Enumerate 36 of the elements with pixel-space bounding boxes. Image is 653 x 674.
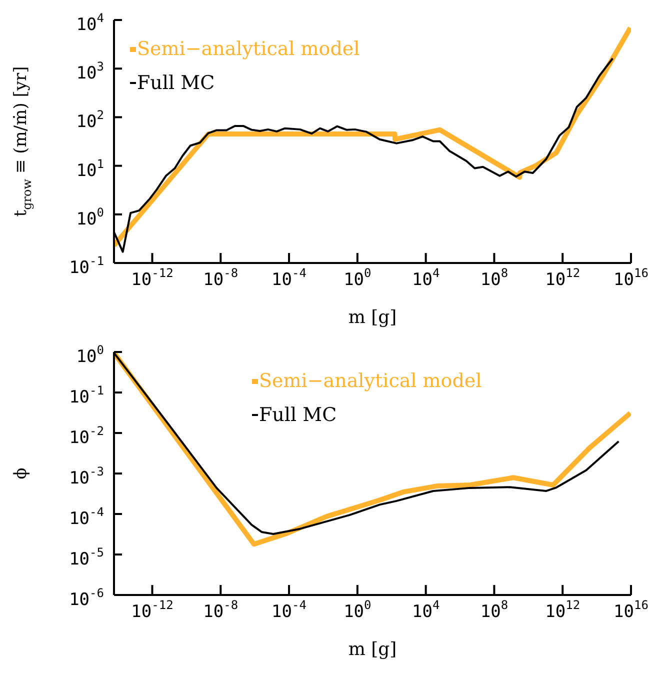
x-tick-label: 10$^{-8}$ <box>203 266 238 290</box>
y-tick-label: 10$^{-2}$ <box>69 424 104 448</box>
x-tick-label: 10$^{8}$ <box>480 598 508 622</box>
legend-label: Semi−analytical model <box>137 37 360 62</box>
x-tick-label: 10$^{12}$ <box>545 598 580 622</box>
x-tick-label: 10$^{16}$ <box>614 266 648 290</box>
legend-label: Full MC <box>137 71 215 96</box>
y-tick-label: 10$^{0}$ <box>76 205 104 230</box>
x-tick-label: 10$^{-4}$ <box>272 266 306 290</box>
legend-label: Semi−analytical model <box>259 369 482 394</box>
y-tick-label: 10$^{-4}$ <box>69 505 104 529</box>
x-tick-label: 10$^{-12}$ <box>131 266 174 290</box>
x-tick-label: 10$^{4}$ <box>412 598 440 622</box>
y-tick-label: 10$^{-5}$ <box>69 546 104 570</box>
y-tick-label: 10$^{4}$ <box>76 11 104 35</box>
x-tick-label: 10$^{0}$ <box>344 598 372 622</box>
y-tick-label: 10$^{-3}$ <box>69 464 104 488</box>
legend-label: Full MC <box>259 403 337 428</box>
y-tick-label: 10$^{0}$ <box>76 343 104 367</box>
x-tick-label: 10$^{0}$ <box>344 266 372 290</box>
y-tick-label: 10$^{-6}$ <box>69 586 104 610</box>
y-tick-label: 10$^{1}$ <box>76 156 104 181</box>
y-tick-label: 10$^{-1}$ <box>69 384 104 408</box>
x-tick-label: 10$^{4}$ <box>412 266 440 290</box>
x-tick-label: 10$^{-8}$ <box>203 598 238 622</box>
x-tick-label: 10$^{8}$ <box>480 266 508 290</box>
x-tick-label: 10$^{-4}$ <box>272 598 306 622</box>
y-tick-label: 10$^{3}$ <box>76 60 104 84</box>
x-axis-title: m [g] <box>348 307 397 328</box>
x-axis-title: m [g] <box>348 639 397 660</box>
y-tick-label: 10$^{2}$ <box>76 108 104 132</box>
x-tick-label: 10$^{12}$ <box>545 266 580 290</box>
x-tick-label: 10$^{-12}$ <box>131 598 174 622</box>
y-axis-title: ϕ <box>11 468 31 480</box>
x-tick-label: 10$^{16}$ <box>614 598 648 622</box>
y-tick-label: 10$^{-1}$ <box>69 254 104 278</box>
